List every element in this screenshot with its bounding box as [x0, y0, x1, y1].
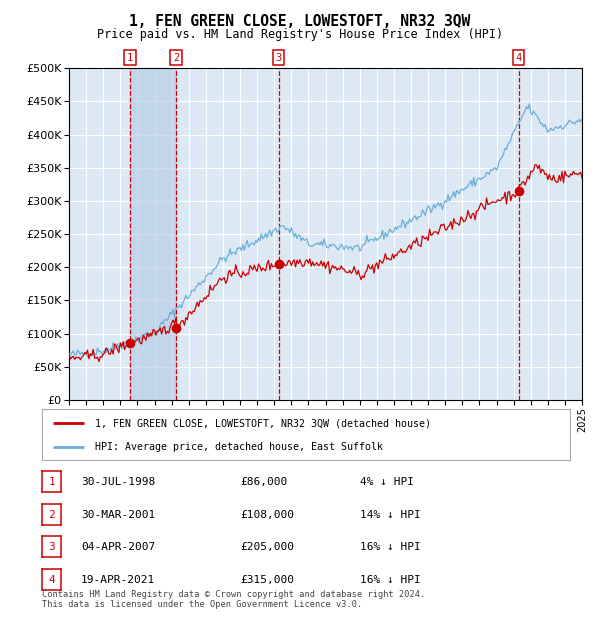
Text: 4: 4: [48, 575, 55, 585]
Text: Price paid vs. HM Land Registry's House Price Index (HPI): Price paid vs. HM Land Registry's House …: [97, 28, 503, 41]
Text: 4% ↓ HPI: 4% ↓ HPI: [360, 477, 414, 487]
Text: 1: 1: [127, 53, 133, 63]
Text: 2: 2: [48, 510, 55, 520]
Text: 30-JUL-1998: 30-JUL-1998: [81, 477, 155, 487]
Text: 3: 3: [275, 53, 282, 63]
Text: £108,000: £108,000: [240, 510, 294, 520]
Text: 30-MAR-2001: 30-MAR-2001: [81, 510, 155, 520]
Text: £86,000: £86,000: [240, 477, 287, 487]
Text: 4: 4: [515, 53, 522, 63]
Text: 1, FEN GREEN CLOSE, LOWESTOFT, NR32 3QW (detached house): 1, FEN GREEN CLOSE, LOWESTOFT, NR32 3QW …: [95, 418, 431, 428]
Text: £205,000: £205,000: [240, 542, 294, 552]
Text: 1: 1: [48, 477, 55, 487]
Text: 04-APR-2007: 04-APR-2007: [81, 542, 155, 552]
Text: £315,000: £315,000: [240, 575, 294, 585]
Text: 2: 2: [173, 53, 179, 63]
Text: HPI: Average price, detached house, East Suffolk: HPI: Average price, detached house, East…: [95, 442, 383, 453]
Text: Contains HM Land Registry data © Crown copyright and database right 2024.
This d: Contains HM Land Registry data © Crown c…: [42, 590, 425, 609]
Text: 1, FEN GREEN CLOSE, LOWESTOFT, NR32 3QW: 1, FEN GREEN CLOSE, LOWESTOFT, NR32 3QW: [130, 14, 470, 29]
Text: 14% ↓ HPI: 14% ↓ HPI: [360, 510, 421, 520]
Text: 16% ↓ HPI: 16% ↓ HPI: [360, 542, 421, 552]
Text: 16% ↓ HPI: 16% ↓ HPI: [360, 575, 421, 585]
Text: 19-APR-2021: 19-APR-2021: [81, 575, 155, 585]
Bar: [130, 68, 176, 400]
Text: 3: 3: [48, 542, 55, 552]
